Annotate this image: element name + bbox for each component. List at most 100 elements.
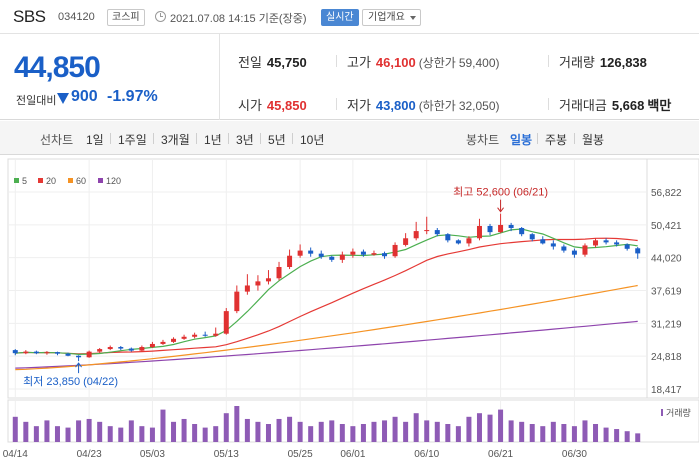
period-daily[interactable]: 일봉 — [510, 133, 533, 147]
y-tick-label: 44,020 — [651, 254, 682, 265]
divider — [548, 98, 549, 110]
candle-body — [318, 253, 324, 257]
stat-value: 43,800 — [375, 98, 416, 113]
period-1y[interactable]: 1년 — [204, 133, 222, 147]
candle-body — [171, 338, 177, 342]
volume-bar — [12, 416, 18, 442]
period-3m[interactable]: 3개월 — [161, 133, 190, 147]
stock-code: 034120 — [58, 11, 95, 23]
candle-body — [54, 352, 60, 354]
stat-lower-limit-label: (하한가 — [418, 99, 456, 113]
volume-bar — [508, 420, 514, 442]
period-1d[interactable]: 1일 — [86, 133, 104, 147]
y-tick-label: 56,822 — [651, 188, 682, 199]
candle-body — [202, 334, 208, 336]
market-badge: 코스피 — [107, 9, 145, 26]
legend-label: 20 — [46, 176, 56, 186]
period-3y[interactable]: 3년 — [236, 133, 254, 147]
candle-body — [244, 285, 250, 292]
period-10y[interactable]: 10년 — [300, 133, 325, 147]
stat-value: 46,100 — [375, 55, 416, 70]
price-panel-frame — [7, 158, 699, 399]
candle-body — [192, 334, 198, 337]
candle-body — [498, 224, 504, 233]
ma20-line — [15, 237, 638, 355]
candle-body — [508, 224, 514, 229]
volume-bar — [255, 421, 261, 442]
volume-bar — [192, 424, 198, 442]
candle-body — [12, 350, 18, 354]
candle-body — [403, 238, 409, 245]
period-monthly[interactable]: 월봉 — [582, 133, 605, 147]
stat-label: 고가 — [347, 55, 371, 70]
candle-body — [149, 343, 155, 348]
candle-body — [434, 230, 440, 235]
candle-body — [487, 225, 493, 233]
candle-body — [107, 347, 113, 350]
y-tick-label: 50,421 — [651, 221, 682, 232]
volume-bar — [139, 426, 145, 442]
volume-bar — [265, 424, 271, 442]
divider — [548, 55, 549, 67]
volume-bar — [582, 420, 588, 442]
stat-high: 고가 46,100 (상한가 59,400) — [347, 52, 500, 71]
volume-bar — [382, 420, 388, 442]
high-annotation: 최고 52,600 (06/21) — [453, 186, 548, 199]
divider — [110, 133, 111, 144]
candle-body — [392, 244, 398, 257]
candle-body — [255, 281, 261, 286]
stat-value: 45,750 — [266, 55, 307, 70]
volume-bar — [455, 426, 461, 442]
candle-body — [265, 278, 271, 282]
candle-body — [76, 355, 82, 358]
ma5-line — [15, 228, 638, 356]
stat-value: 45,850 — [266, 98, 307, 113]
divider — [292, 133, 293, 144]
candle-body — [561, 246, 567, 251]
x-tick-label: 04/23 — [77, 449, 102, 460]
company-overview-button[interactable]: 기업개요 — [362, 9, 421, 26]
candle-body — [519, 228, 525, 235]
volume-bar — [181, 418, 187, 442]
candle-body — [466, 238, 472, 244]
candle-body — [360, 251, 366, 255]
stat-trading-amount: 거래대금 5,668 백만 — [559, 95, 671, 114]
divider — [228, 133, 229, 144]
volume-bar — [33, 426, 39, 442]
volume-bar — [171, 421, 177, 442]
quote-datetime: 2021.07.08 14:15 기준(장중) — [170, 13, 307, 25]
candle-body — [455, 240, 461, 244]
ma120-line — [15, 320, 638, 369]
candle-body — [413, 231, 419, 239]
ma60-line — [15, 284, 638, 371]
line-chart-label: 선차트 — [40, 133, 74, 147]
volume-bar — [445, 424, 451, 442]
candle-body — [476, 225, 482, 239]
candle-body — [529, 234, 535, 240]
stat-label: 저가 — [347, 98, 371, 113]
divider — [336, 98, 337, 110]
period-5y[interactable]: 5년 — [268, 133, 286, 147]
candle-body — [160, 341, 166, 344]
legend-swatch — [38, 178, 43, 183]
candle-body — [540, 239, 546, 244]
stat-low: 저가 43,800 (하한가 32,050) — [347, 95, 500, 114]
candle-body — [234, 291, 240, 312]
period-weekly[interactable]: 주봉 — [545, 133, 568, 147]
candle-body — [33, 351, 39, 354]
candle-body — [23, 351, 29, 354]
period-1w[interactable]: 1주일 — [118, 133, 147, 147]
realtime-button[interactable]: 실시간 — [321, 9, 359, 26]
volume-bar — [329, 420, 335, 442]
candle-body — [223, 311, 229, 334]
volume-bar — [23, 421, 29, 442]
volume-bar — [593, 424, 599, 442]
candle-body — [276, 267, 282, 279]
volume-bar — [97, 421, 103, 442]
candle-body — [339, 254, 345, 260]
volume-bar — [487, 414, 493, 442]
candle-body — [118, 347, 124, 349]
divider — [336, 55, 337, 67]
stock-header: SBS 034120 코스피 2021.07.08 14:15 기준(장중) 실… — [0, 0, 699, 34]
stat-label: 거래대금 — [559, 98, 607, 113]
